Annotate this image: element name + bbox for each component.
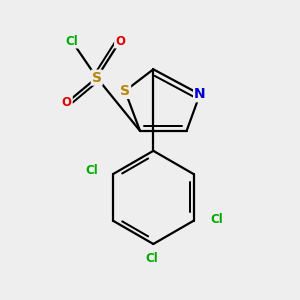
Text: Cl: Cl <box>145 253 158 266</box>
Text: N: N <box>194 87 206 101</box>
Text: O: O <box>115 34 125 47</box>
Text: S: S <box>92 70 102 85</box>
Text: Cl: Cl <box>85 164 98 177</box>
Text: Cl: Cl <box>210 212 223 226</box>
Text: O: O <box>62 96 72 109</box>
Text: S: S <box>120 84 130 98</box>
Text: Cl: Cl <box>65 34 78 47</box>
